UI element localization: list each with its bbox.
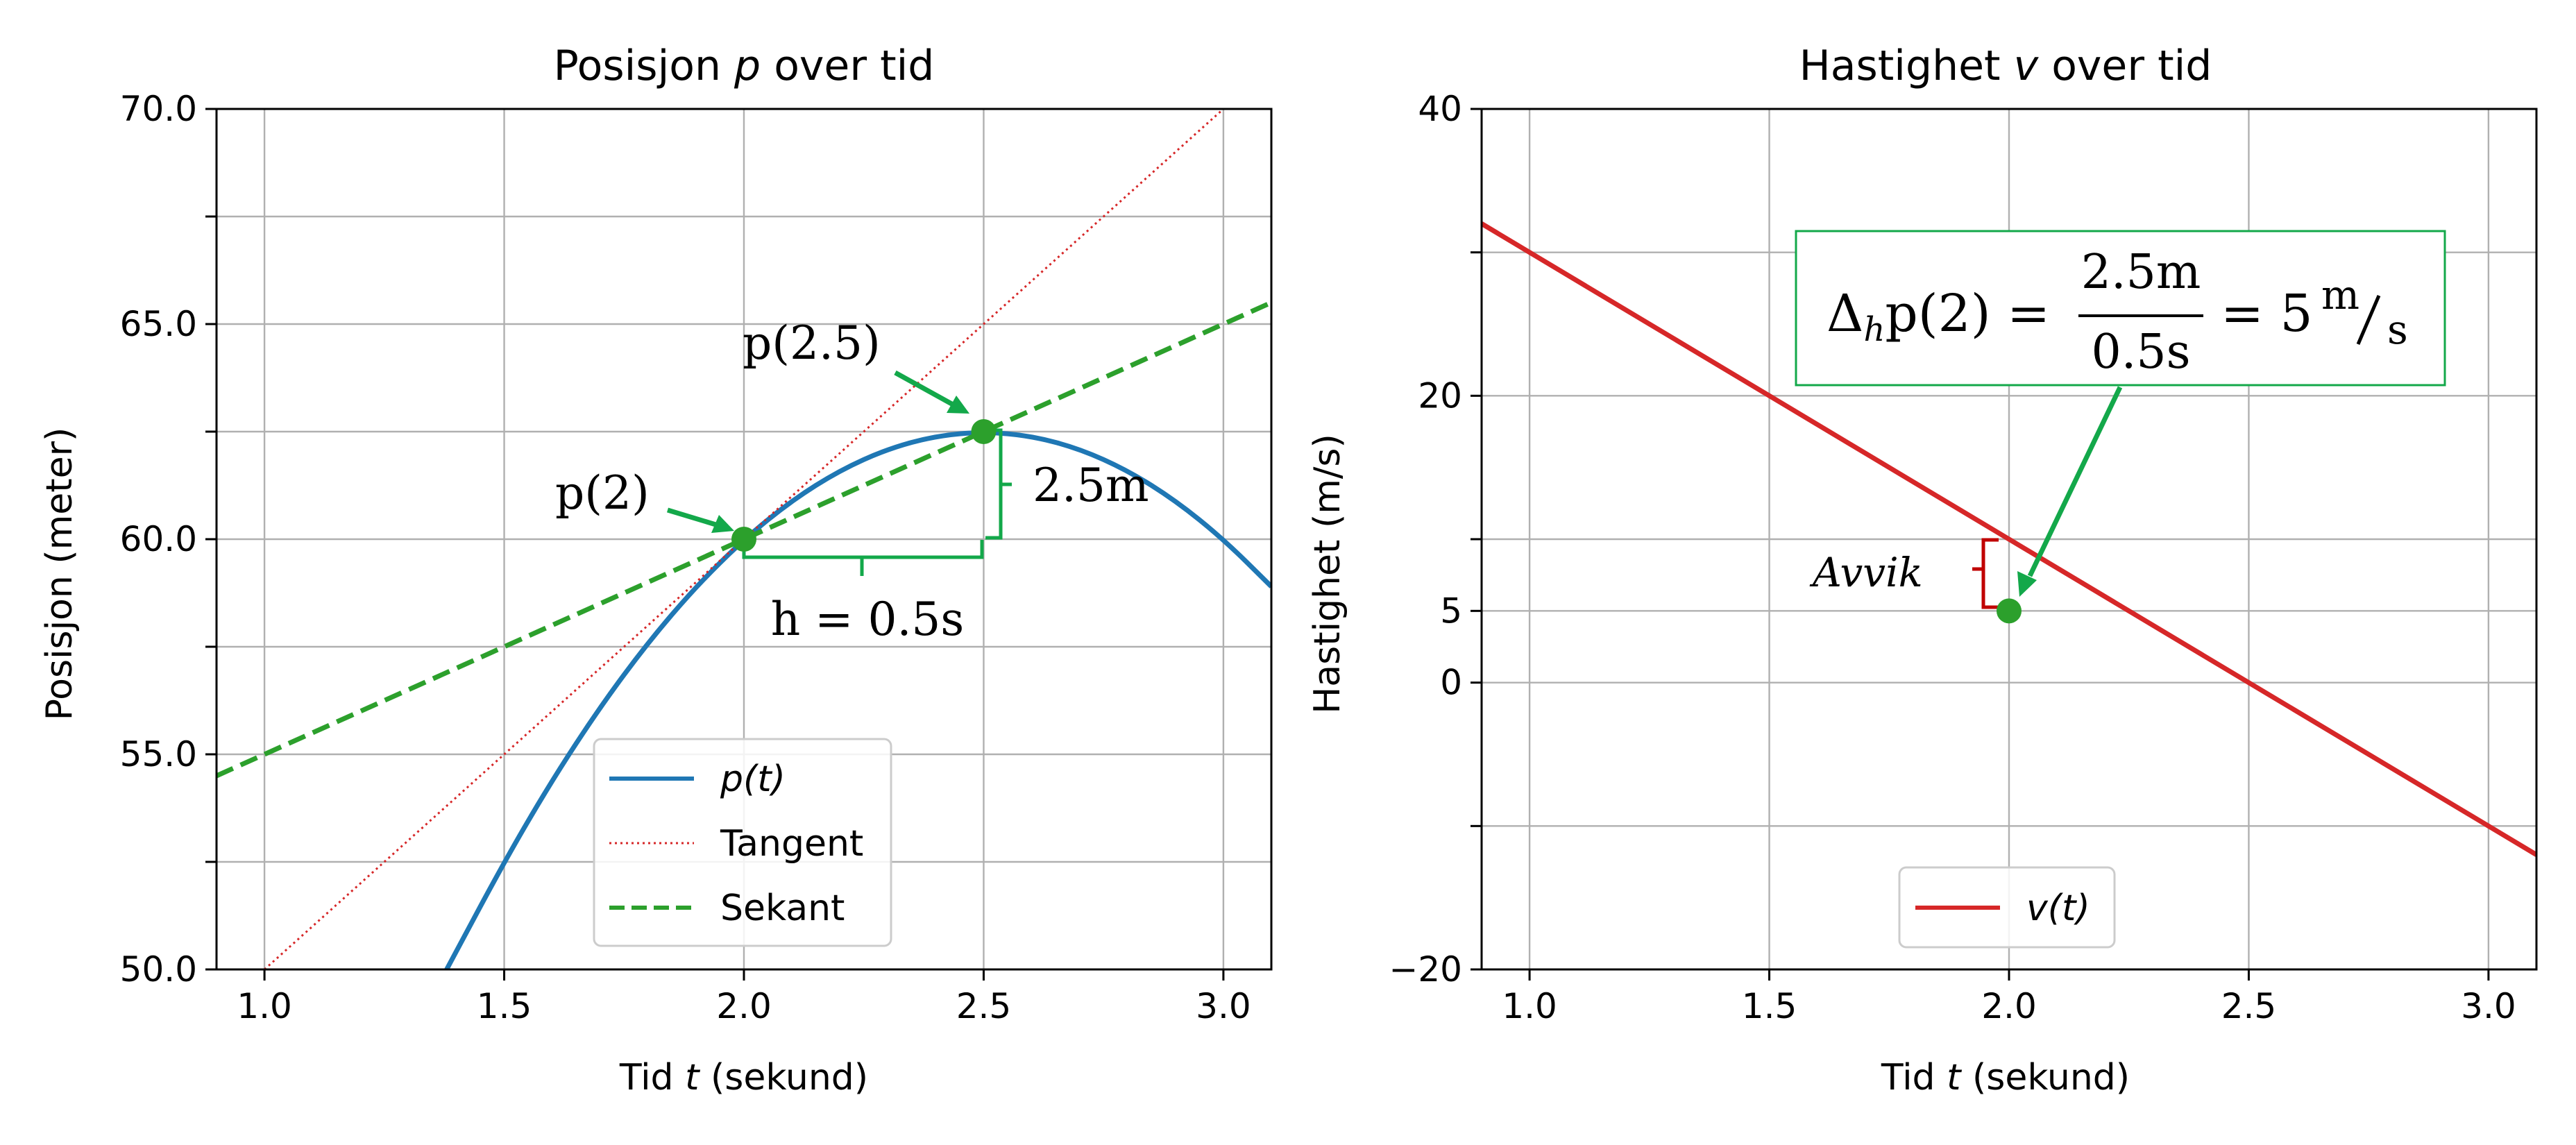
marker-label-p25: p(2.5) <box>743 316 881 370</box>
chart2-ylabel: Hastighet (m/s) <box>1307 434 1348 714</box>
formula-rhs: = 5 <box>2221 284 2313 344</box>
arrow-p2 <box>666 507 722 529</box>
legend-label-sekant: Sekant <box>720 888 845 929</box>
chart2-title: Hastighet v over tid <box>1799 42 2212 90</box>
x-tick-label-3: 2.5 <box>2221 986 2277 1026</box>
formula-unit-den: s <box>2387 306 2408 353</box>
chart2-annotations: Δhp(2) = 2.5m 0.5s = 5 m s Avvik <box>1795 230 2446 609</box>
arrowhead-p25 <box>947 396 969 414</box>
y-tick-label-7: 40 <box>1418 89 1462 129</box>
series-vt-line <box>1482 221 2536 857</box>
y-tick-label-0: −20 <box>1389 949 1462 990</box>
y-tick-label-2: 0 <box>1440 663 1462 703</box>
chart2-xlabel: Tid t (sekund) <box>1881 1057 2130 1099</box>
y-tick-label-0: 50.0 <box>120 949 197 990</box>
x-tick-label-0: 1.0 <box>237 986 292 1026</box>
y-tick-label-4: 60.0 <box>120 519 197 559</box>
formula-unit-num: m <box>2321 271 2359 319</box>
chart1-xlabel: Tid t (sekund) <box>619 1057 868 1099</box>
formula-arrow <box>2027 386 2123 577</box>
x-tick-label-4: 3.0 <box>2461 986 2516 1026</box>
chart1-markers <box>731 419 997 552</box>
x-tick-label-3: 2.5 <box>956 986 1012 1026</box>
position-chart: Posisjon p over tid h = 0.5s 2.5m p(2) p… <box>39 42 1273 1099</box>
legend-box <box>1898 866 2116 949</box>
formula-box <box>1795 230 2446 387</box>
formula-arrowhead <box>2017 571 2037 597</box>
formula-numerator: 2.5m <box>2081 245 2201 300</box>
marker-point-0 <box>731 527 756 552</box>
formula-denominator: 0.5s <box>2091 325 2190 380</box>
chart2-axes: 1.0 1.5 2.0 2.5 3.0 −20 0 5 20 40 <box>1389 89 2538 1026</box>
marker-label-p2: p(2) <box>555 466 650 520</box>
chart1-annotations: h = 0.5s 2.5m p(2) p(2.5) <box>555 316 1149 646</box>
x-tick-label-1: 1.5 <box>1742 986 1797 1026</box>
y-tick-label-6: 65.0 <box>120 304 197 344</box>
legend-box <box>593 738 892 947</box>
arrow-p25 <box>894 370 956 408</box>
marker-point-1 <box>971 419 997 444</box>
h-bracket <box>742 540 984 576</box>
y-tick-label-2: 55.0 <box>120 734 197 774</box>
x-tick-label-4: 3.0 <box>1196 986 1251 1026</box>
series-sekant-line <box>217 300 1271 779</box>
marker-point-0 <box>1997 598 2022 624</box>
x-tick-label-2: 2.0 <box>1981 986 2037 1026</box>
chart1-ylabel: Posisjon (meter) <box>39 427 80 721</box>
y-tick-label-3: 5 <box>1440 591 1462 631</box>
legend-label-vt: v(t) <box>2026 888 2090 929</box>
chart2-legend: v(t) <box>1898 866 2116 949</box>
dp-label: 2.5m <box>1033 459 1149 512</box>
chart1-axes: 1.0 1.5 2.0 2.5 3.0 50.0 55.0 60.0 65.0 70.0 <box>120 89 1273 1026</box>
x-tick-label-0: 1.0 <box>1502 986 1557 1026</box>
chart1-legend: p(t) Tangent Sekant <box>593 738 892 947</box>
formula-lhs: Δhp(2) = <box>1827 284 2050 349</box>
chart2-series <box>1482 221 2536 857</box>
x-tick-label-2: 2.0 <box>716 986 772 1026</box>
legend-label-tangent: Tangent <box>720 823 863 865</box>
y-tick-label-8: 70.0 <box>120 89 197 129</box>
y-tick-label-5: 20 <box>1418 375 1462 416</box>
velocity-chart: Hastighet v over tid Δhp(2) = 2.5m 0.5s … <box>1307 42 2538 1099</box>
formula-unit-slash <box>2356 295 2381 345</box>
arrowhead-p2 <box>711 515 734 533</box>
avvik-bracket <box>1972 538 1999 609</box>
dp-bracket <box>985 428 1012 540</box>
h-label: h = 0.5s <box>771 593 965 646</box>
series-pt-line <box>444 430 1271 969</box>
chart1-title: Posisjon p over tid <box>554 42 935 90</box>
x-tick-label-1: 1.5 <box>477 986 532 1026</box>
avvik-label: Avvik <box>1809 549 1923 596</box>
chart2-markers <box>1997 598 2022 624</box>
legend-label-pt: p(t) <box>720 758 786 800</box>
